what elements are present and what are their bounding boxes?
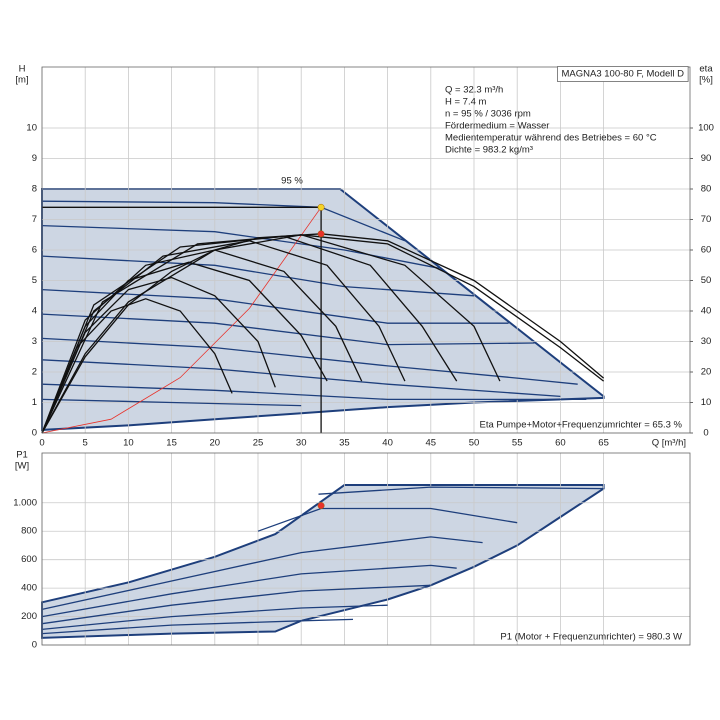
y2-tick-label: 50 <box>701 275 712 286</box>
annotation: Medientemperatur während des Betriebes =… <box>445 133 657 144</box>
x-tick-label: 15 <box>166 438 177 449</box>
y-tick-label: 0 <box>32 428 37 439</box>
y2-tick-label: 10 <box>701 397 712 408</box>
y2-tick-label: 90 <box>701 153 712 164</box>
y-axis-unit: [W] <box>15 461 29 472</box>
plot-frame <box>41 66 691 434</box>
annotation: n = 95 % / 3036 rpm <box>445 109 531 120</box>
curve <box>41 337 578 385</box>
y-tick-label: 7 <box>32 214 37 225</box>
y2-tick-label: 60 <box>701 245 712 256</box>
x-tick-label: 55 <box>512 438 523 449</box>
curve <box>257 507 518 532</box>
annotation: Fördermedium = Wasser <box>445 121 549 132</box>
x-tick-label: 60 <box>555 438 566 449</box>
x-axis-title: Q [m³/h] <box>652 438 686 449</box>
x-tick-label: 25 <box>253 438 264 449</box>
y2-tick-label: 80 <box>701 184 712 195</box>
y-tick-label: 0 <box>32 640 37 651</box>
y-tick-label: 1 <box>32 397 37 408</box>
curve <box>41 536 483 611</box>
x-tick-label: 5 <box>83 438 88 449</box>
y-tick-label: 4 <box>32 306 37 317</box>
y2-axis-title: eta <box>699 64 713 75</box>
annotation: Dichte = 983.2 kg/m³ <box>445 145 533 156</box>
annotation: H = 7.4 m <box>445 97 487 108</box>
plot-frame <box>41 452 691 646</box>
curve <box>41 288 509 324</box>
operating-point <box>317 502 325 510</box>
annotation: 95 % <box>281 176 303 187</box>
x-tick-label: 10 <box>123 438 134 449</box>
annotation: MAGNA3 100-80 F, Modell D <box>562 69 685 80</box>
annotation-box <box>557 66 689 82</box>
annotation: P1 (Motor + Frequenzumrichter) = 980.3 W <box>500 632 682 643</box>
y-tick-label: 9 <box>32 153 37 164</box>
y2-tick-label: 20 <box>701 367 712 378</box>
y-tick-label: 800 <box>21 526 37 537</box>
curve <box>41 359 561 398</box>
y2-tick-label: 70 <box>701 214 712 225</box>
y-tick-label: 10 <box>26 123 37 134</box>
annotation: Q = 32.3 m³/h <box>445 85 503 96</box>
x-tick-label: 45 <box>426 438 437 449</box>
curve <box>41 255 475 297</box>
curve <box>41 604 388 631</box>
curve <box>41 233 605 434</box>
y-tick-label: 400 <box>21 583 37 594</box>
x-tick-label: 30 <box>296 438 307 449</box>
y2-tick-label: 30 <box>701 336 712 347</box>
y-axis-title: H <box>19 64 26 75</box>
x-tick-label: 65 <box>598 438 609 449</box>
curve <box>41 564 457 618</box>
curve <box>41 584 431 625</box>
y-axis-unit: [m] <box>15 75 28 86</box>
operating-point <box>317 203 325 211</box>
y-axis-title: P1 <box>16 450 28 461</box>
curve <box>41 383 587 401</box>
operating-point <box>317 230 325 238</box>
y2-axis-unit: [%] <box>699 75 713 86</box>
curve <box>41 398 302 407</box>
y2-tick-label: 100 <box>698 123 714 134</box>
y-tick-label: 3 <box>32 336 37 347</box>
x-tick-label: 35 <box>339 438 350 449</box>
curve <box>41 224 440 269</box>
y2-tick-label: 0 <box>703 428 708 439</box>
curve <box>41 207 322 434</box>
y-tick-label: 6 <box>32 245 37 256</box>
x-tick-label: 40 <box>382 438 393 449</box>
x-tick-label: 0 <box>39 438 44 449</box>
curve <box>41 313 535 346</box>
y-tick-label: 200 <box>21 611 37 622</box>
y-tick-label: 2 <box>32 367 37 378</box>
y-tick-label: 1.000 <box>13 497 37 508</box>
x-tick-label: 50 <box>469 438 480 449</box>
curve <box>41 618 354 635</box>
curve <box>41 200 406 242</box>
curve <box>41 234 604 434</box>
y-tick-label: 5 <box>32 275 37 286</box>
annotation: Eta Pumpe+Motor+Frequenzumrichter = 65.3… <box>479 420 682 431</box>
curve <box>318 486 604 495</box>
y-tick-label: 8 <box>32 184 37 195</box>
y-tick-label: 600 <box>21 554 37 565</box>
x-tick-label: 20 <box>210 438 221 449</box>
y2-tick-label: 40 <box>701 306 712 317</box>
